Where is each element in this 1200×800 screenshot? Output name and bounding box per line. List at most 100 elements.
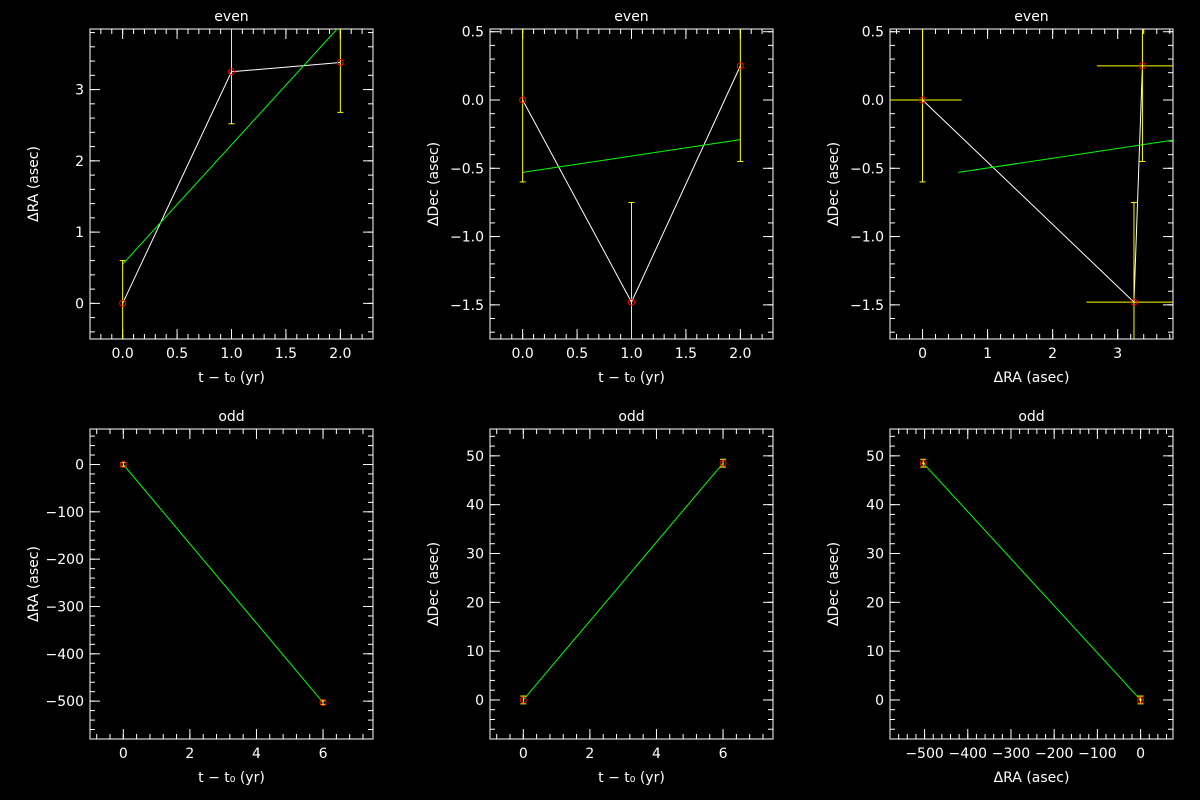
x-tick-label: 6 <box>319 746 328 762</box>
y-tick-label: 30 <box>466 546 484 562</box>
y-tick-label: −0.5 <box>450 161 484 177</box>
x-tick-label: 3 <box>1113 346 1122 362</box>
y-tick-label: 40 <box>866 498 884 514</box>
data-point <box>736 62 744 70</box>
y-axis-label: ΔDec (asec) <box>426 142 442 226</box>
fit-line <box>522 139 741 173</box>
y-tick-label: 50 <box>866 449 884 465</box>
chart-title: even <box>1014 9 1048 25</box>
data-layer <box>519 29 744 339</box>
x-tick-label: 0.0 <box>512 346 534 362</box>
subplot-2: even 0.0 0.5 1.0 1.5 2.0 0.5 0.0 −0.5 −1.0 −1.5 t −… <box>426 9 774 386</box>
y-tick-label: 0 <box>875 693 884 709</box>
y-tick-label: 50 <box>466 449 484 465</box>
data-point <box>919 459 927 467</box>
x-tick-label: 0 <box>918 346 927 362</box>
x-axis-label: ΔRA (asec) <box>994 770 1070 786</box>
x-tick-label: 4 <box>652 746 661 762</box>
fit-line <box>958 139 1173 173</box>
chart-title: even <box>214 9 248 25</box>
y-tick-label: −1.5 <box>450 298 484 314</box>
plot-frame <box>889 28 1174 340</box>
x-axis-label: ΔRA (asec) <box>994 370 1070 386</box>
y-tick-label: 30 <box>866 546 884 562</box>
data-point <box>119 460 127 468</box>
x-tick-label: 4 <box>252 746 261 762</box>
chart-title: odd <box>1018 409 1044 425</box>
y-tick-label: −1.0 <box>450 230 484 246</box>
x-tick-label: 2.0 <box>729 346 751 362</box>
x-tick-label: 1 <box>983 346 992 362</box>
y-tick-label: −500 <box>46 694 84 710</box>
subplot-4: odd 0 2 4 6 0 −100 −200 −300 −400 −500 t − t₀ (yr) Δ… <box>26 409 374 786</box>
x-tick-label: 2 <box>585 746 594 762</box>
chart-title: odd <box>618 409 644 425</box>
x-tick-label: 0.0 <box>112 346 134 362</box>
chart-title: odd <box>218 409 244 425</box>
data-layer <box>519 458 727 705</box>
subplot-6: odd −500 −400 −300 −200 −100 0 0 10 20 30 40 50 ΔRA (… <box>826 409 1174 786</box>
data-layer <box>890 29 1173 339</box>
fit-line <box>122 464 324 703</box>
x-tick-label: 1.0 <box>220 346 242 362</box>
fit-line <box>522 462 724 701</box>
data-point <box>336 58 344 66</box>
x-tick-label: −100 <box>1078 746 1116 762</box>
data-point <box>919 96 927 104</box>
data-layer <box>119 460 327 707</box>
y-tick-label: 0.0 <box>862 93 884 109</box>
y-axis-label: ΔDec (asec) <box>826 142 842 226</box>
x-axis-label: t − t₀ (yr) <box>598 770 665 786</box>
x-axis-label: t − t₀ (yr) <box>598 370 665 386</box>
y-tick-label: 0.5 <box>462 25 484 41</box>
x-tick-label: 2.0 <box>329 346 351 362</box>
y-tick-label: −1.0 <box>850 230 884 246</box>
y-tick-label: 20 <box>866 595 884 611</box>
x-tick-label: −200 <box>1035 746 1073 762</box>
x-tick-label: −500 <box>905 746 943 762</box>
y-tick-label: 0 <box>75 296 84 312</box>
y-tick-label: 3 <box>75 83 84 99</box>
y-tick-label: 40 <box>466 498 484 514</box>
data-point <box>628 298 635 306</box>
subplot-1: even 0.0 0.5 1.0 1.5 2.0 0 1 2 3 t − t₀ (yr) ΔRA (a… <box>26 9 374 386</box>
data-point <box>228 68 235 76</box>
subplot-3: even 0 1 2 3 0.5 0.0 −0.5 −1.0 −1.5 ΔRA (asec) ΔDec… <box>826 9 1174 386</box>
x-tick-label: 0.5 <box>166 346 188 362</box>
y-tick-label: 0 <box>475 693 484 709</box>
plot-frame <box>489 428 774 740</box>
x-tick-label: 0.5 <box>566 346 588 362</box>
data-point <box>1138 62 1146 70</box>
x-axis-label: t − t₀ (yr) <box>198 370 265 386</box>
y-tick-label: 0.0 <box>462 93 484 109</box>
y-tick-label: 0.5 <box>862 25 884 41</box>
data-point <box>1137 696 1145 704</box>
y-axis-label: ΔDec (asec) <box>826 542 842 626</box>
chart-title: even <box>614 9 648 25</box>
y-axis-label: ΔDec (asec) <box>426 542 442 626</box>
fit-line <box>122 29 338 265</box>
y-tick-label: −100 <box>46 505 84 521</box>
data-point <box>319 699 327 707</box>
y-tick-label: 10 <box>866 644 884 660</box>
y-tick-label: 20 <box>466 595 484 611</box>
data-layer <box>119 29 344 339</box>
x-tick-label: 1.5 <box>275 346 297 362</box>
subplot-5: odd 0 2 4 6 0 10 20 30 40 50 t − t₀ (yr) ΔDec (asec) <box>426 409 774 786</box>
y-tick-label: 10 <box>466 644 484 660</box>
y-tick-label: 0 <box>75 457 84 473</box>
y-tick-label: −0.5 <box>850 161 884 177</box>
data-connect-line <box>922 65 1143 304</box>
data-layer <box>919 458 1145 705</box>
data-point <box>1130 298 1138 306</box>
fit-line <box>922 462 1141 701</box>
data-point <box>719 459 727 467</box>
x-tick-label: 6 <box>719 746 728 762</box>
x-tick-label: 0 <box>519 746 528 762</box>
y-tick-label: −300 <box>46 599 84 615</box>
plot-frame <box>89 428 374 740</box>
x-tick-label: 2 <box>185 746 194 762</box>
y-tick-label: −1.5 <box>850 298 884 314</box>
data-point <box>519 696 527 704</box>
